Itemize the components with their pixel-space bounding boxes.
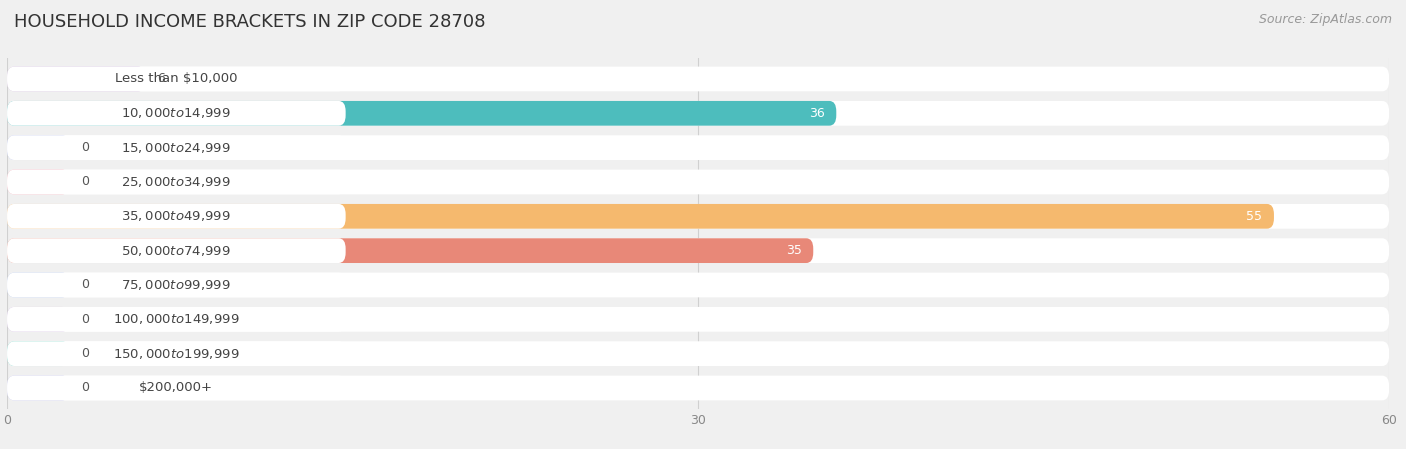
FancyBboxPatch shape (7, 307, 69, 332)
Text: $75,000 to $99,999: $75,000 to $99,999 (121, 278, 231, 292)
FancyBboxPatch shape (7, 66, 1389, 91)
FancyBboxPatch shape (7, 238, 813, 263)
FancyBboxPatch shape (7, 204, 1389, 229)
FancyBboxPatch shape (7, 341, 69, 366)
Text: 0: 0 (80, 313, 89, 326)
FancyBboxPatch shape (7, 376, 346, 401)
FancyBboxPatch shape (7, 273, 346, 297)
FancyBboxPatch shape (7, 376, 1389, 401)
Text: $25,000 to $34,999: $25,000 to $34,999 (121, 175, 231, 189)
Text: 35: 35 (786, 244, 801, 257)
Text: 0: 0 (80, 382, 89, 395)
Text: 0: 0 (80, 347, 89, 360)
Text: $10,000 to $14,999: $10,000 to $14,999 (121, 106, 231, 120)
FancyBboxPatch shape (7, 101, 1389, 126)
Text: Less than $10,000: Less than $10,000 (115, 72, 238, 85)
Text: $100,000 to $149,999: $100,000 to $149,999 (112, 313, 239, 326)
Text: 55: 55 (1247, 210, 1263, 223)
FancyBboxPatch shape (7, 204, 346, 229)
FancyBboxPatch shape (7, 307, 1389, 332)
FancyBboxPatch shape (7, 238, 1389, 263)
FancyBboxPatch shape (7, 101, 346, 126)
FancyBboxPatch shape (7, 170, 69, 194)
Text: HOUSEHOLD INCOME BRACKETS IN ZIP CODE 28708: HOUSEHOLD INCOME BRACKETS IN ZIP CODE 28… (14, 13, 485, 31)
FancyBboxPatch shape (7, 376, 69, 401)
FancyBboxPatch shape (7, 341, 1389, 366)
Text: 36: 36 (808, 107, 825, 120)
FancyBboxPatch shape (7, 135, 1389, 160)
FancyBboxPatch shape (7, 307, 346, 332)
FancyBboxPatch shape (7, 135, 69, 160)
Text: $150,000 to $199,999: $150,000 to $199,999 (112, 347, 239, 361)
FancyBboxPatch shape (7, 341, 346, 366)
Text: $35,000 to $49,999: $35,000 to $49,999 (121, 209, 231, 223)
FancyBboxPatch shape (7, 101, 837, 126)
Text: $200,000+: $200,000+ (139, 382, 214, 395)
Text: 0: 0 (80, 141, 89, 154)
Text: $50,000 to $74,999: $50,000 to $74,999 (121, 244, 231, 258)
Text: Source: ZipAtlas.com: Source: ZipAtlas.com (1258, 13, 1392, 26)
FancyBboxPatch shape (7, 66, 145, 91)
Text: 6: 6 (156, 72, 165, 85)
FancyBboxPatch shape (7, 204, 1274, 229)
FancyBboxPatch shape (7, 66, 346, 91)
FancyBboxPatch shape (7, 170, 1389, 194)
FancyBboxPatch shape (7, 238, 346, 263)
Text: $15,000 to $24,999: $15,000 to $24,999 (121, 141, 231, 154)
FancyBboxPatch shape (7, 273, 1389, 297)
FancyBboxPatch shape (7, 273, 69, 297)
Text: 0: 0 (80, 278, 89, 291)
Text: 0: 0 (80, 176, 89, 189)
FancyBboxPatch shape (7, 170, 346, 194)
FancyBboxPatch shape (7, 135, 346, 160)
